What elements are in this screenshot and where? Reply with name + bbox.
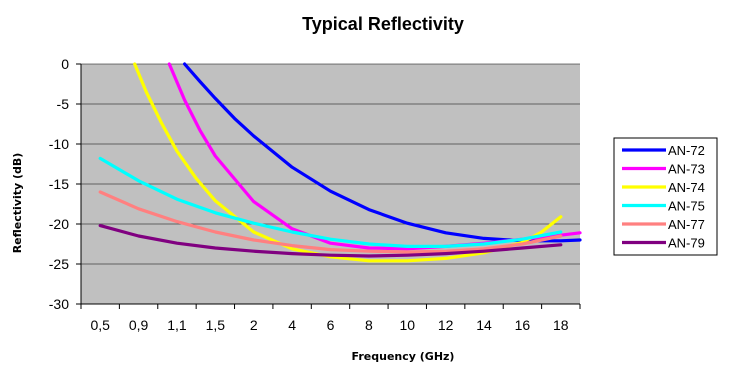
x-tick-label: 0,9	[129, 317, 149, 333]
x-axis-label: Frequency (GHz)	[352, 350, 455, 363]
y-tick-label: -30	[49, 296, 69, 312]
y-tick-label: -5	[57, 96, 70, 112]
y-tick-label: -25	[49, 256, 69, 272]
x-tick-label: 18	[553, 317, 569, 333]
x-tick-label: 12	[438, 317, 454, 333]
x-tick-label: 2	[250, 317, 258, 333]
x-tick-label: 1,1	[167, 317, 187, 333]
x-tick-labels: 0,5 0,9 1,1 1,5 2 4 6 8 10 12 14 16 18	[90, 317, 568, 333]
y-tick-label: -15	[49, 176, 69, 192]
legend-label: AN-74	[668, 180, 705, 195]
x-tick-label: 1,5	[206, 317, 226, 333]
x-tick-label: 16	[515, 317, 531, 333]
legend-label: AN-73	[668, 162, 705, 177]
x-tick-label: 10	[399, 317, 415, 333]
y-axis-label: Reflectivity (dB)	[11, 153, 24, 254]
x-tick-label: 4	[288, 317, 296, 333]
legend-label: AN-79	[668, 236, 705, 251]
x-tick-label: 14	[476, 317, 492, 333]
legend: AN-72 AN-73 AN-74 AN-75 AN-77 AN-79	[613, 137, 718, 256]
x-tick-label: 8	[365, 317, 373, 333]
legend-box	[613, 137, 718, 256]
x-tick-label: 0,5	[90, 317, 110, 333]
series-lines	[98, 62, 582, 263]
x-tick-label: 6	[327, 317, 335, 333]
legend-label: AN-77	[668, 217, 705, 232]
legend-label: AN-72	[668, 143, 705, 158]
y-tick-label: -10	[49, 136, 69, 152]
chart-title: Typical Reflectivity	[302, 14, 464, 34]
series-line-an-77	[98, 190, 563, 254]
axes	[80, 64, 581, 309]
series-line-an-75	[98, 156, 563, 248]
grid-lines	[76, 63, 580, 305]
y-tick-label: -20	[49, 216, 69, 232]
legend-label: AN-75	[668, 199, 705, 214]
y-tick-labels: 0 -5 -10 -15 -20 -25 -30	[49, 56, 69, 312]
y-tick-label: 0	[61, 56, 69, 72]
series-line-an-79	[98, 224, 563, 258]
